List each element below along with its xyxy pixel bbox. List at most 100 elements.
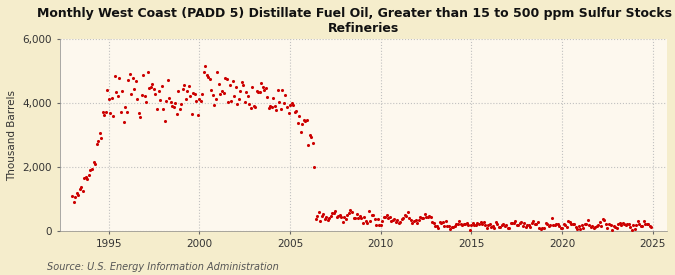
Point	[583, 218, 593, 222]
Point	[171, 112, 182, 117]
Point	[106, 96, 117, 100]
Point	[267, 104, 277, 109]
Point	[387, 218, 398, 222]
Point	[215, 92, 226, 96]
Point	[539, 226, 549, 231]
Point	[300, 119, 310, 123]
Point	[526, 221, 537, 225]
Point	[520, 225, 531, 230]
Point	[112, 94, 123, 98]
Point	[470, 223, 481, 227]
Point	[91, 142, 102, 147]
Point	[513, 222, 524, 227]
Point	[304, 133, 315, 137]
Point	[253, 90, 264, 94]
Point	[165, 100, 176, 104]
Point	[597, 217, 608, 221]
Point	[352, 216, 363, 220]
Point	[396, 217, 407, 221]
Point	[628, 223, 639, 227]
Point	[483, 223, 493, 227]
Point	[408, 219, 419, 223]
Point	[274, 100, 285, 104]
Point	[570, 225, 581, 229]
Point	[622, 222, 632, 226]
Point	[279, 101, 290, 105]
Point	[390, 220, 401, 224]
Point	[414, 215, 425, 219]
Point	[174, 107, 185, 111]
Point	[610, 225, 620, 229]
Point	[614, 221, 625, 225]
Point	[150, 91, 161, 96]
Point	[537, 226, 548, 230]
Point	[502, 226, 513, 230]
Point	[108, 114, 119, 118]
Point	[129, 87, 140, 91]
Point	[188, 91, 198, 96]
Point	[186, 111, 197, 116]
Point	[540, 221, 551, 225]
Point	[250, 105, 261, 109]
Point	[475, 220, 486, 224]
Point	[406, 217, 416, 222]
Point	[496, 223, 507, 227]
Point	[477, 222, 487, 226]
Point	[619, 222, 630, 227]
Point	[608, 224, 619, 228]
Point	[169, 100, 180, 105]
Point	[167, 103, 178, 108]
Point	[327, 210, 338, 215]
Point	[350, 216, 360, 220]
Point	[495, 225, 506, 230]
Point	[330, 208, 341, 213]
Point	[306, 135, 317, 139]
Point	[362, 221, 373, 225]
Point	[297, 121, 308, 126]
Point	[197, 91, 208, 96]
Point	[156, 84, 167, 89]
Point	[534, 226, 545, 230]
Point	[291, 109, 302, 114]
Point	[424, 214, 435, 218]
Point	[419, 212, 430, 216]
Point	[363, 209, 374, 214]
Point	[632, 219, 643, 224]
Point	[354, 213, 365, 218]
Point	[235, 89, 246, 93]
Point	[510, 219, 520, 223]
Point	[126, 92, 137, 96]
Point	[637, 224, 648, 228]
Point	[196, 99, 207, 103]
Point	[271, 108, 282, 112]
Point	[159, 119, 170, 123]
Point	[178, 87, 188, 91]
Point	[514, 221, 525, 225]
Point	[275, 106, 286, 111]
Point	[298, 118, 309, 123]
Point	[338, 220, 348, 225]
Point	[342, 213, 353, 217]
Point	[462, 221, 472, 226]
Point	[643, 222, 653, 226]
Point	[344, 211, 354, 216]
Point	[144, 85, 155, 90]
Point	[452, 222, 463, 226]
Point	[130, 79, 141, 84]
Point	[265, 104, 276, 108]
Point	[584, 223, 595, 228]
Point	[616, 223, 626, 227]
Point	[205, 76, 215, 81]
Point	[134, 110, 144, 115]
Point	[200, 64, 211, 68]
Point	[301, 117, 312, 122]
Point	[94, 131, 105, 136]
Point	[341, 216, 352, 221]
Point	[573, 224, 584, 228]
Point	[248, 103, 259, 108]
Point	[345, 208, 356, 212]
Point	[244, 101, 254, 106]
Point	[317, 213, 327, 218]
Point	[381, 213, 392, 217]
Point	[605, 222, 616, 227]
